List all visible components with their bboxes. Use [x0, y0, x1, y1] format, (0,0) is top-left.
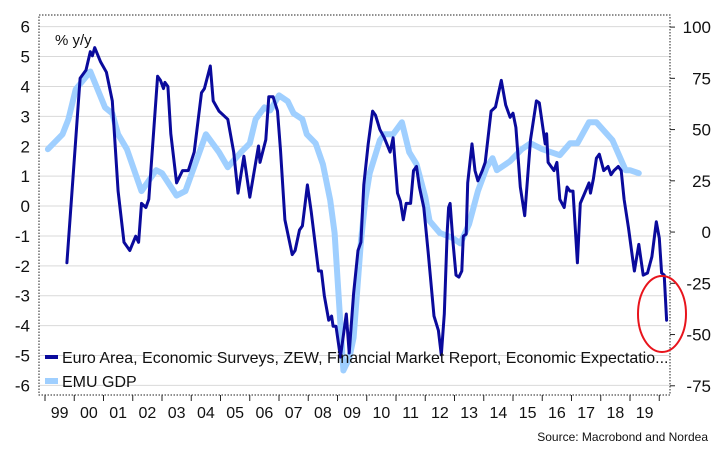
x-tick-label: 01	[109, 405, 127, 422]
x-tick-label: 03	[168, 405, 186, 422]
x-tick-label: 19	[636, 405, 654, 422]
x-tick-label: 08	[314, 405, 332, 422]
left-tick-label: 5	[21, 48, 30, 67]
left-axis: 6 5 4 3 2 1 0 -1 -2 -3 -4 -5 -6	[15, 18, 30, 396]
left-tick-label: -3	[15, 287, 30, 306]
x-tick-label: 14	[489, 405, 507, 422]
right-tick-label: 75	[692, 69, 711, 88]
left-tick-label: -5	[15, 347, 30, 366]
right-tick-label: 0	[702, 223, 711, 242]
x-tick-label: 17	[577, 405, 595, 422]
legend-label-zew: Euro Area, Economic Surveys, ZEW, Financ…	[62, 350, 668, 367]
series-lines	[44, 46, 669, 374]
x-axis: 99 00 01 02 03 04 05 06 07 08 09 10 11 12 13 14 15 16 17 18…	[44, 395, 660, 422]
right-tick-label: 25	[692, 172, 711, 191]
left-tick-label: 1	[21, 167, 30, 186]
x-tick-label: 16	[548, 405, 566, 422]
right-tick-label: 100	[683, 18, 711, 37]
x-tick-label: 15	[519, 405, 537, 422]
left-tick-label: 4	[21, 77, 30, 96]
unit-label: % y/y	[55, 32, 92, 49]
right-tick-label: -75	[686, 377, 711, 396]
x-tick-label: 09	[343, 405, 361, 422]
series-line-emu-gdp	[44, 68, 642, 374]
series-line-zew-expectations	[65, 46, 669, 359]
left-tick-label: 6	[21, 18, 30, 37]
highlight-circle-annotation	[637, 275, 687, 353]
source-note: Source: Macrobond and Nordea	[537, 430, 708, 444]
x-tick-label: 18	[606, 405, 624, 422]
right-axis: 100 75 50 25 0 -25 -50 -75	[670, 18, 711, 396]
left-tick-label: -2	[15, 257, 30, 276]
plot-frame	[38, 14, 671, 396]
legend: Euro Area, Economic Surveys, ZEW, Financ…	[45, 350, 668, 391]
x-tick-label: 11	[402, 405, 419, 422]
left-tick-label: -1	[15, 227, 30, 246]
right-tick-label: -50	[686, 326, 711, 345]
left-tick-label: 3	[21, 107, 30, 126]
x-tick-label: 02	[138, 405, 156, 422]
x-tick-label: 99	[51, 405, 69, 422]
x-tick-label: 05	[226, 405, 244, 422]
legend-label-gdp: EMU GDP	[62, 374, 137, 391]
left-tick-label: -6	[15, 376, 30, 395]
x-tick-label: 07	[285, 405, 303, 422]
x-tick-label: 12	[431, 405, 449, 422]
left-tick-label: -4	[15, 317, 30, 336]
x-tick-label: 10	[372, 405, 390, 422]
x-tick-label: 04	[197, 405, 215, 422]
grid-lines	[39, 26, 670, 386]
left-tick-label: 2	[21, 137, 30, 156]
x-tick-label: 13	[460, 405, 478, 422]
left-tick-label: 0	[21, 197, 30, 216]
right-tick-label: 50	[692, 121, 711, 140]
x-tick-label: 00	[80, 405, 98, 422]
right-tick-label: -25	[686, 274, 711, 293]
x-tick-label: 06	[255, 405, 273, 422]
